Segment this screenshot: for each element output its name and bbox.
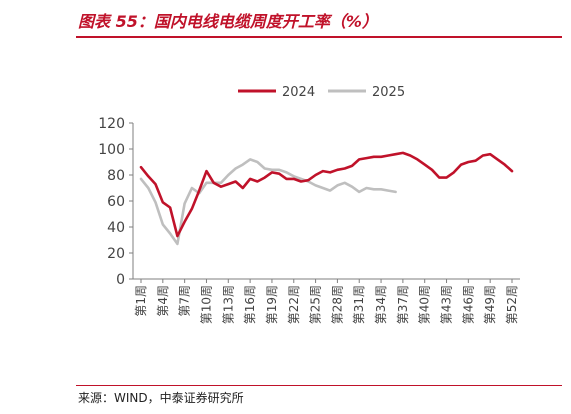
x-tick-label: 第1周 bbox=[134, 285, 148, 317]
x-tick-label: 第43周 bbox=[440, 285, 454, 324]
x-tick-label: 第37周 bbox=[396, 285, 410, 324]
y-tick-label: 80 bbox=[107, 168, 125, 184]
x-tick-label: 第16周 bbox=[243, 285, 257, 324]
x-tick-label: 第28周 bbox=[330, 285, 344, 324]
x-tick-label: 第7周 bbox=[178, 285, 192, 317]
legend-label-2025: 2025 bbox=[372, 85, 405, 100]
series-layer bbox=[139, 151, 514, 246]
x-tick-label: 第4周 bbox=[156, 285, 170, 317]
source-divider bbox=[76, 385, 562, 386]
y-tick-label: 40 bbox=[107, 220, 125, 236]
series-line-2025 bbox=[139, 158, 397, 246]
figure-title: 图表 55：国内电线电缆周度开工率（%） bbox=[78, 12, 378, 31]
y-tick-label: 120 bbox=[98, 116, 125, 132]
y-tick-label: 100 bbox=[98, 142, 125, 158]
x-tick-label: 第19周 bbox=[265, 285, 279, 324]
x-tick-label: 第52周 bbox=[505, 285, 519, 324]
source-note: 来源：WIND，中泰证券研究所 bbox=[78, 391, 244, 405]
y-tick-label: 0 bbox=[116, 272, 125, 288]
x-tick-label: 第34周 bbox=[374, 285, 388, 324]
x-tick-label: 第49周 bbox=[483, 285, 497, 324]
series-line-2024 bbox=[139, 151, 514, 238]
legend-label-2024: 2024 bbox=[282, 85, 315, 100]
title-divider bbox=[76, 36, 562, 38]
x-tick-label: 第40周 bbox=[418, 285, 432, 324]
x-tick-label: 第25周 bbox=[309, 285, 323, 324]
x-tick-label: 第10周 bbox=[199, 285, 213, 324]
y-tick-label: 20 bbox=[107, 246, 125, 262]
x-tick-label: 第13周 bbox=[221, 285, 235, 324]
chart-axes: 0 20 40 60 80 100 120 第1周 第4周 第7周 第10周 第13周 第16周 第19周… bbox=[98, 116, 520, 324]
x-tick-label: 第31周 bbox=[352, 285, 366, 324]
chart-legend: 2024 2025 bbox=[238, 85, 405, 100]
y-tick-label: 60 bbox=[107, 194, 125, 210]
x-tick-label: 第22周 bbox=[287, 285, 301, 324]
x-tick-label: 第46周 bbox=[461, 285, 475, 324]
